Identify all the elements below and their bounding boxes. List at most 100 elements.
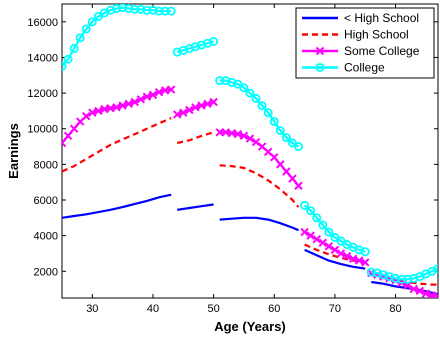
- data-point-some-college: [361, 258, 370, 267]
- series-line-college: [62, 6, 172, 68]
- x-tick-label: 50: [207, 303, 219, 315]
- x-tick-label: 70: [329, 303, 341, 315]
- data-point-some-college: [415, 286, 425, 296]
- data-point-some-college: [142, 92, 152, 101]
- data-point-college: [69, 44, 79, 54]
- series-line-high-school: [219, 216, 299, 232]
- data-point-college: [75, 33, 85, 43]
- data-point-college: [366, 267, 376, 277]
- series-line-high-school: [371, 280, 438, 296]
- data-point-college: [269, 117, 279, 127]
- legend-label-high-school: < High School: [344, 11, 419, 25]
- data-point-college: [251, 93, 261, 103]
- data-point-some-college: [148, 90, 158, 100]
- y-tick-label: 2000: [34, 266, 58, 278]
- data-point-some-college: [342, 251, 352, 261]
- x-tick-label: 40: [147, 303, 159, 315]
- y-tick-label: 10000: [27, 124, 58, 136]
- y-tick-label: 8000: [34, 159, 58, 171]
- data-point-college: [215, 76, 225, 86]
- data-point-some-college: [124, 99, 133, 108]
- legend: < High School High School Some College Coll…: [295, 7, 435, 79]
- data-point-college: [130, 4, 140, 14]
- x-tick-label: 60: [268, 303, 280, 315]
- data-point-some-college: [62, 138, 67, 148]
- data-point-college: [403, 274, 413, 284]
- data-point-college: [124, 4, 134, 13]
- data-point-some-college: [300, 227, 309, 237]
- data-point-college: [160, 6, 170, 16]
- legend-label-college: College: [344, 61, 385, 75]
- data-point-some-college: [69, 124, 79, 133]
- data-point-college: [245, 88, 255, 98]
- data-point-some-college: [179, 108, 188, 117]
- data-point-some-college: [185, 105, 194, 115]
- data-point-some-college: [130, 97, 139, 107]
- data-point-some-college: [312, 234, 321, 244]
- data-point-college: [136, 4, 146, 14]
- data-point-some-college: [63, 131, 73, 141]
- series-line-high-school: [62, 116, 172, 173]
- data-point-college: [391, 273, 401, 283]
- data-point-some-college: [318, 238, 327, 247]
- series-line-high-school: [176, 131, 214, 145]
- data-point-college: [154, 6, 164, 16]
- data-point-college: [87, 17, 97, 27]
- data-point-college: [166, 6, 176, 16]
- data-point-some-college: [403, 281, 412, 290]
- legend-label-some-college: Some College: [344, 44, 420, 58]
- data-point-some-college: [251, 137, 261, 147]
- data-point-some-college: [191, 103, 200, 112]
- y-tick-label: 12000: [27, 88, 58, 100]
- data-point-some-college: [197, 101, 206, 110]
- data-point-college: [324, 227, 334, 237]
- data-point-some-college: [166, 85, 176, 94]
- data-point-some-college: [239, 131, 249, 141]
- x-tick-label: 30: [86, 303, 98, 315]
- series-college: [62, 4, 438, 284]
- data-point-some-college: [209, 97, 218, 107]
- y-tick-label: 16000: [27, 17, 58, 29]
- data-point-college: [148, 5, 158, 15]
- data-point-some-college: [288, 174, 297, 183]
- data-point-some-college: [245, 134, 255, 143]
- data-point-some-college: [348, 254, 358, 264]
- data-point-some-college: [306, 231, 315, 240]
- series-high-school: [62, 193, 438, 296]
- y-tick-label: 4000: [34, 231, 58, 243]
- y-axis-title: Earnings: [6, 123, 21, 179]
- series-line-high-school: [219, 164, 300, 208]
- legend-marker-college: [315, 63, 325, 73]
- data-point-college: [318, 220, 328, 230]
- series-line-high-school: [304, 248, 366, 270]
- data-point-college: [209, 36, 219, 46]
- data-point-college: [62, 61, 67, 71]
- data-point-some-college: [94, 106, 103, 116]
- series-line-college: [219, 79, 300, 148]
- series-line-college: [176, 40, 214, 54]
- data-point-college: [294, 142, 304, 152]
- data-point-some-college: [421, 289, 431, 298]
- data-point-some-college: [282, 167, 291, 176]
- data-point-college: [360, 247, 370, 257]
- data-point-some-college: [233, 129, 243, 139]
- data-point-some-college: [203, 99, 212, 108]
- legend-label-high-school: High School: [344, 28, 409, 42]
- data-point-some-college: [409, 284, 418, 294]
- x-axis-title: Age (Years): [214, 319, 286, 334]
- data-point-college: [112, 4, 122, 13]
- legend-marker-some-college: [315, 46, 325, 56]
- data-point-college: [263, 108, 273, 118]
- data-point-some-college: [173, 110, 182, 119]
- data-point-college: [118, 4, 128, 13]
- data-point-college: [275, 126, 285, 136]
- data-point-some-college: [88, 108, 97, 117]
- data-point-some-college: [82, 112, 91, 121]
- data-point-college: [300, 200, 310, 210]
- data-point-college: [306, 206, 316, 216]
- plot-area: [62, 4, 438, 298]
- y-tick-label: 6000: [34, 195, 58, 207]
- data-point-college: [433, 264, 438, 274]
